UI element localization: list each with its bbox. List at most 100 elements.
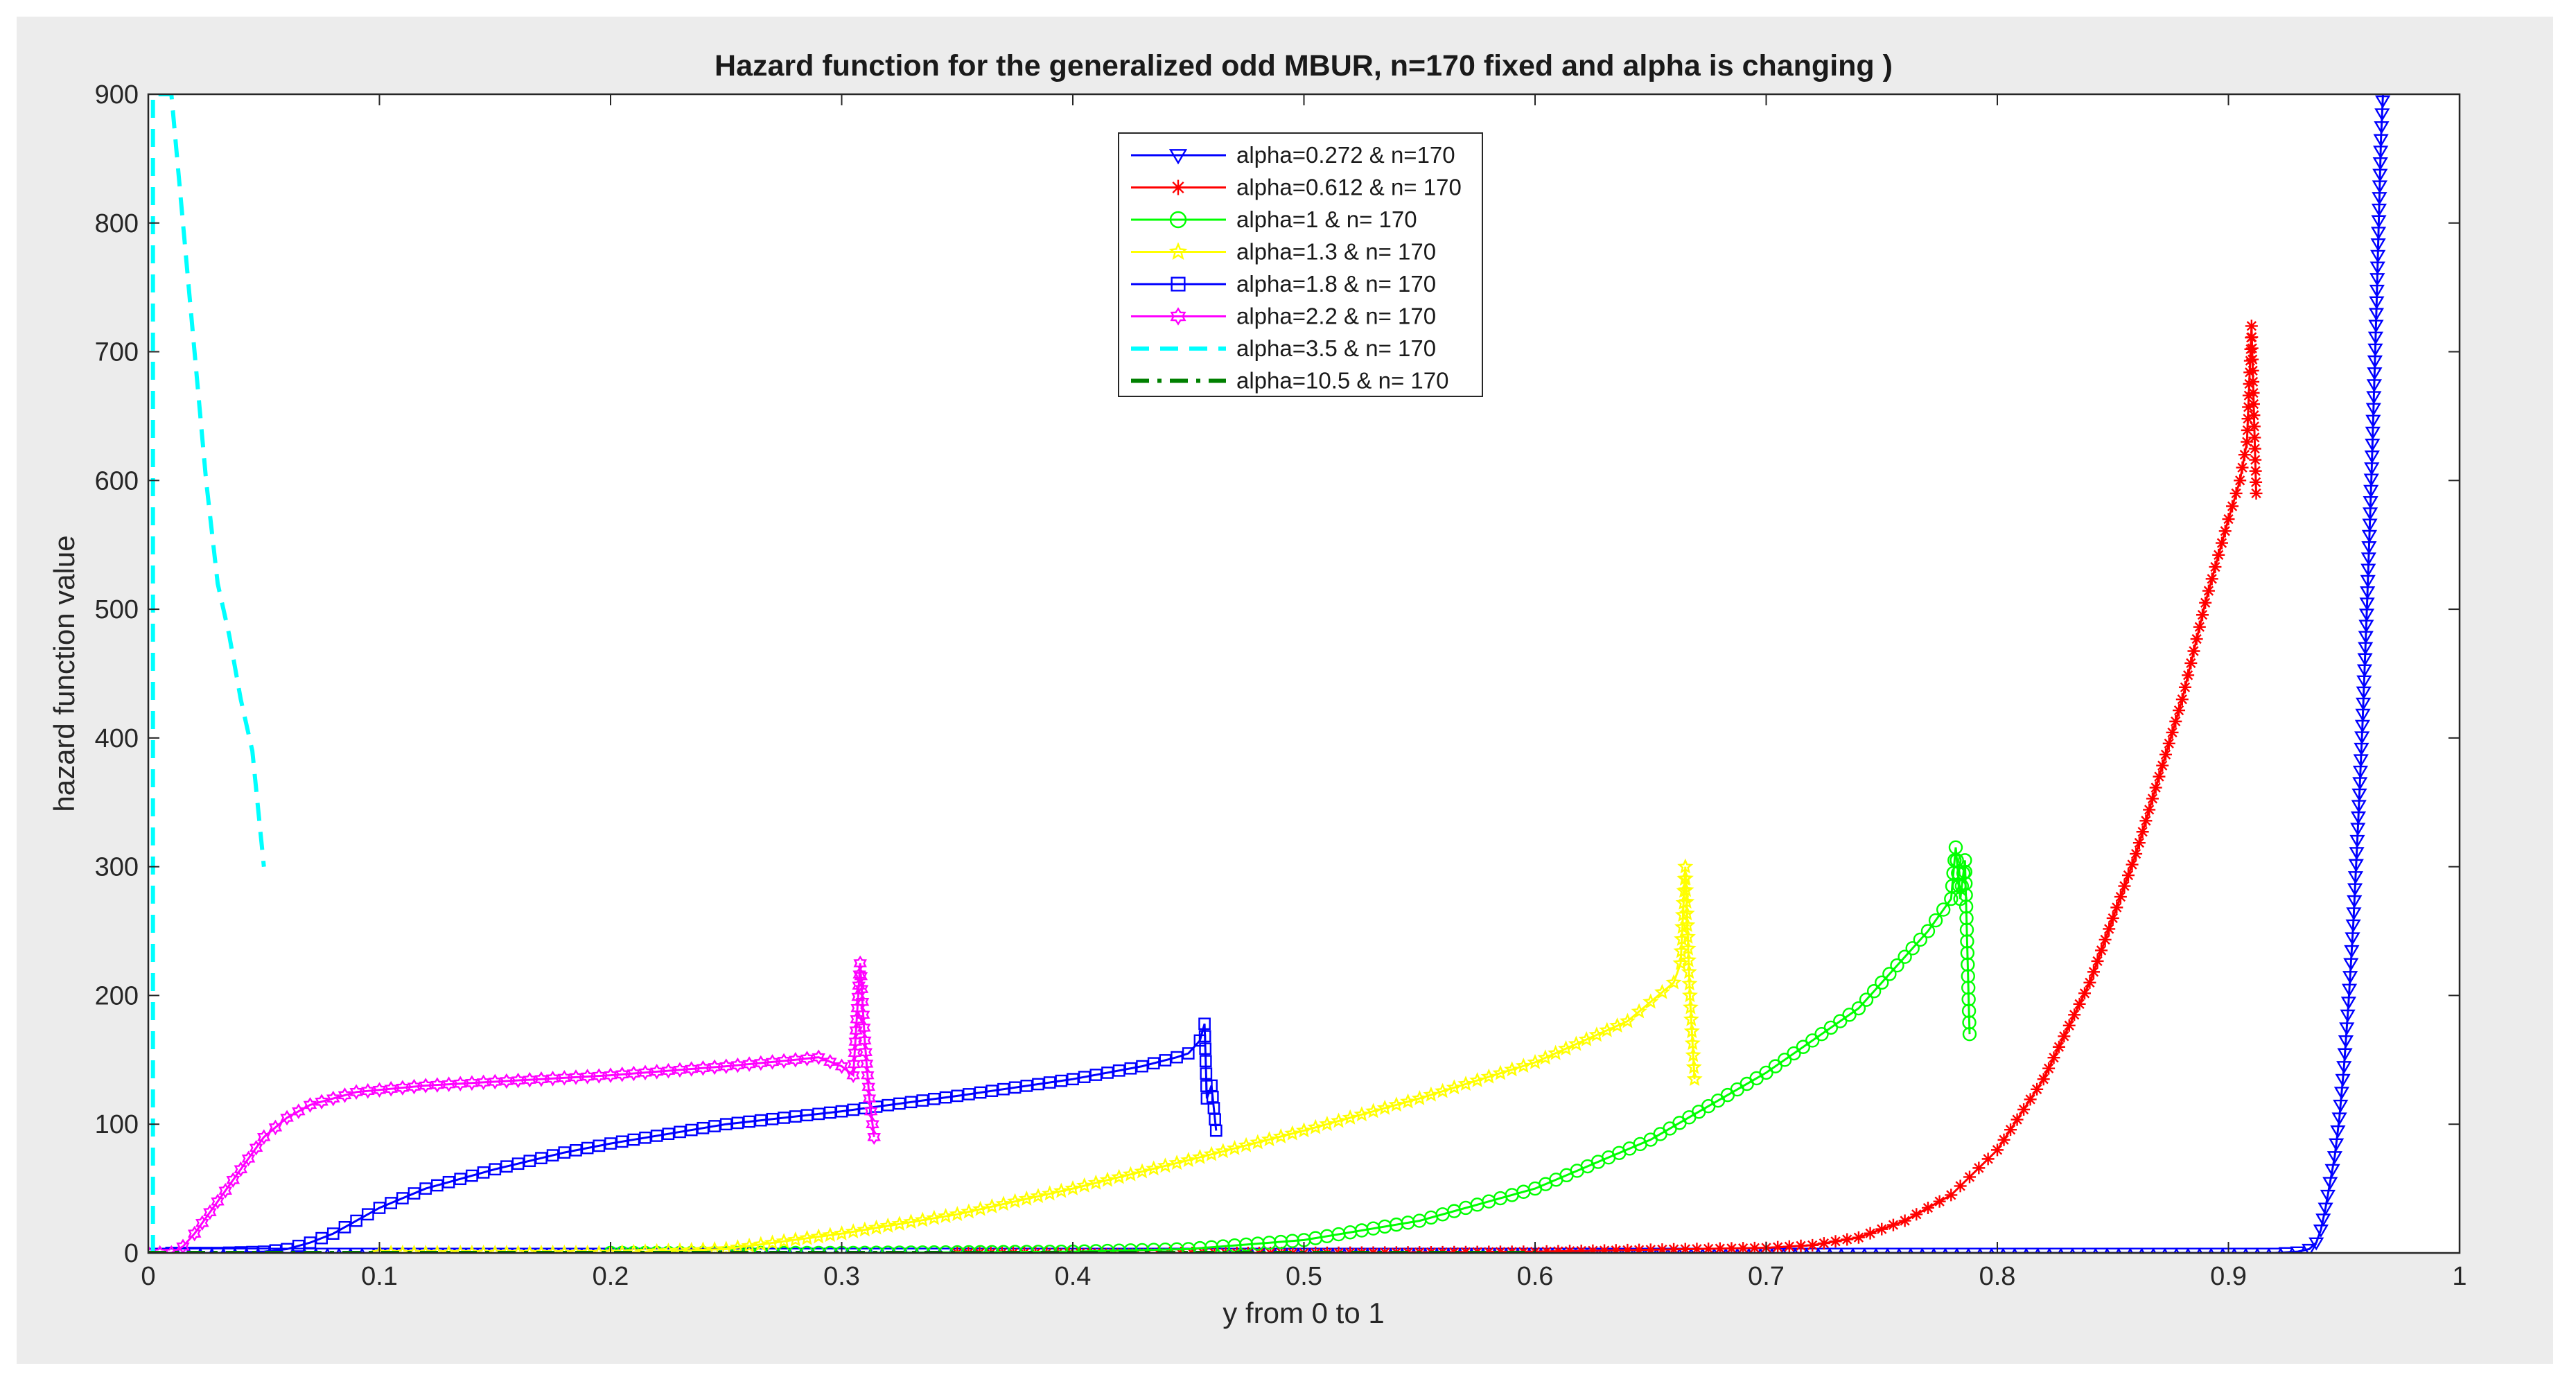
data-point [778,1112,790,1124]
data-point [1181,1242,1195,1253]
data-point [1030,1247,1046,1253]
data-point [465,1075,479,1091]
data-point [2354,742,2369,756]
data-point [1842,1008,1857,1022]
data-point [765,1054,780,1070]
legend-marker [1168,242,1188,260]
data-point [1238,1137,1254,1152]
data-point [1862,1247,1878,1253]
data-point [684,1061,699,1077]
data-point [1469,1072,1486,1087]
x-axis-ticks: 0 0.1 0.2 0.3 0.4 0.5 0.6 0.7 0.8 0.9 1 [141,94,2467,1291]
data-point [1920,1247,1936,1253]
data-point [1215,1143,1232,1159]
data-point [1959,900,1974,914]
data-point [800,1109,814,1122]
legend-entry: alpha=0.272 & n=170 [1131,142,1455,168]
data-point [2209,561,2222,574]
data-point [1713,1242,1726,1253]
data-point [903,1247,919,1253]
data-point [1055,1074,1068,1087]
data-point [1537,1049,1554,1065]
data-point [1654,983,1670,999]
y-tick-label: 500 [95,595,139,624]
data-point [995,1195,1012,1211]
data-point [695,1247,711,1253]
data-point [2367,343,2383,357]
data-point [868,1219,885,1235]
data-point [1681,951,1697,967]
data-point [1598,1244,1611,1253]
data-point [2162,737,2175,750]
legend-marker [1171,277,1186,292]
data-point [431,1179,444,1192]
data-point [753,1236,769,1252]
data-point [2099,933,2112,946]
data-point [2017,1103,2031,1116]
data-point [719,1245,733,1253]
data-point [1674,918,1691,934]
data-point [489,1163,502,1176]
data-point [1226,1139,1243,1155]
data-point [2173,704,2186,717]
legend-marker [1171,179,1186,195]
data-point [2149,781,2162,794]
data-point [2329,1138,2345,1152]
data-point [2347,883,2363,897]
data-point [1936,902,1951,917]
data-point [1665,974,1682,990]
data-point [209,1247,226,1253]
data-point [1285,1234,1300,1248]
data-point [454,1173,467,1186]
data-point [2243,1247,2259,1253]
data-point [856,1007,870,1023]
data-point [2336,1061,2352,1074]
data-point [1961,1003,1977,1018]
data-point [1633,1243,1646,1253]
data-point [2340,1009,2356,1023]
data-point [1963,1170,1976,1184]
data-point [1850,1247,1866,1253]
data-point [2052,1040,2065,1053]
data-point [928,1092,940,1105]
data-point [1134,1163,1150,1179]
data-point [349,1247,365,1253]
data-point [833,1225,850,1240]
data-point [1076,1177,1093,1193]
data-point [2226,500,2239,513]
data-point [719,1118,733,1131]
data-point [2013,1247,2029,1253]
data-point [2093,1247,2110,1253]
data-point [731,1116,744,1130]
data-point [2344,945,2360,958]
data-point [615,1067,629,1082]
data-point [2105,1247,2121,1253]
data-point [2136,825,2149,839]
data-point [719,1058,733,1074]
data-point [2382,94,2385,96]
data-point [1961,957,1975,972]
data-point [1146,1160,1162,1176]
data-point [1866,984,1882,999]
data-point [2073,997,2086,1010]
data-point [2132,836,2146,850]
data-point [1199,1042,1212,1055]
data-point [303,1097,317,1113]
data-point [2333,1099,2349,1113]
data-point [2367,355,2383,369]
data-point [1099,1171,1116,1187]
data-point [360,1247,376,1253]
data-point [2047,1051,2060,1064]
data-point [822,1227,839,1243]
data-point [799,1247,815,1253]
data-point [407,1078,421,1095]
data-point [1839,1247,1855,1253]
data-point [233,1247,249,1253]
data-point [373,1202,386,1214]
data-point [1962,1015,1977,1030]
data-point [1200,1067,1213,1080]
data-point [2246,364,2259,377]
data-point [1913,932,1928,947]
data-point [1193,1240,1207,1253]
data-point [1250,1247,1265,1253]
